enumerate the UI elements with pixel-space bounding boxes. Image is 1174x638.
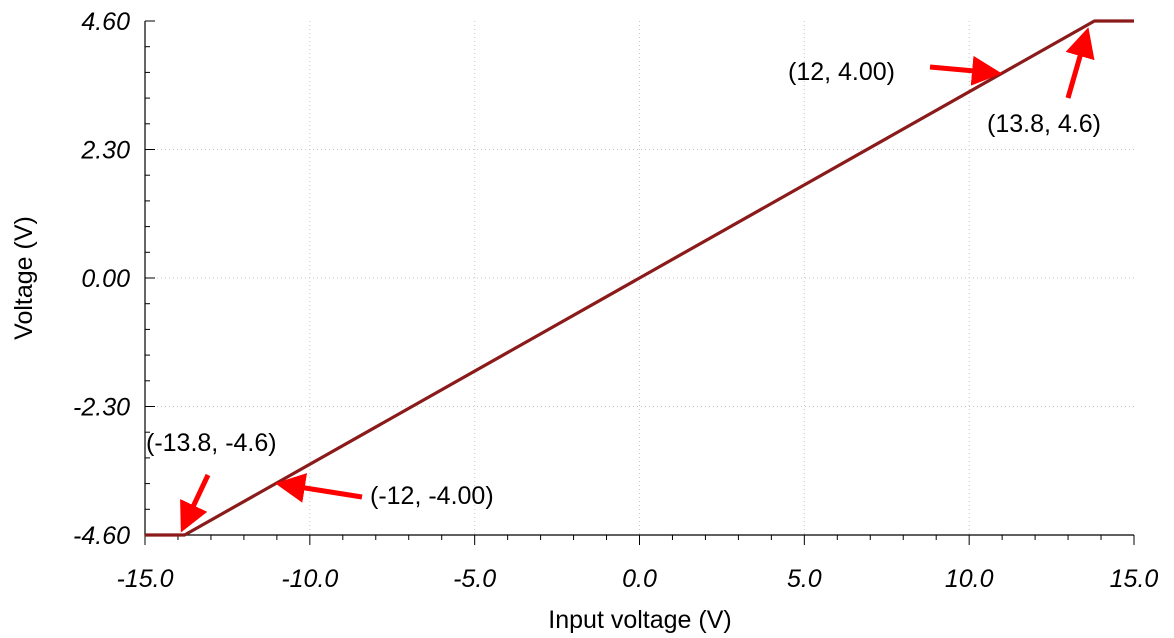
series-layer <box>145 19 1134 537</box>
annotation-label: (12, 4.00) <box>788 58 895 86</box>
annotation-label: (13.8, 4.6) <box>987 110 1101 138</box>
annotation-arrow <box>1065 27 1095 99</box>
y-tick-label: -4.60 <box>73 522 130 550</box>
axes: -15.0 -10.0 -5.0 0.0 5.0 10.0 15.0 -4.60 -2.30 0.… <box>73 8 1158 593</box>
series-line <box>145 19 1134 537</box>
x-tick-label: -5.0 <box>453 565 496 593</box>
annotation-arrow <box>180 473 211 533</box>
x-tick-label: 0.0 <box>622 565 657 593</box>
annotation-arrow <box>275 473 363 503</box>
x-axis-title: Input voltage (V) <box>548 606 731 634</box>
y-tick-label: -2.30 <box>73 394 130 422</box>
annotation-label: (-13.8, -4.6) <box>146 429 277 457</box>
x-tick-label: 5.0 <box>787 565 822 593</box>
x-tick-label: -10.0 <box>281 565 338 593</box>
x-tick-label: 15.0 <box>1110 565 1159 593</box>
y-axis-title: Voltage (V) <box>10 216 38 340</box>
annotation-arrow <box>929 55 1002 86</box>
y-tick-label: 0.00 <box>81 265 130 293</box>
y-tick-label: 4.60 <box>81 8 130 36</box>
annotation-label: (-12, -4.00) <box>370 482 494 510</box>
y-tick-label: 2.30 <box>80 137 130 165</box>
annotations: (12, 4.00) (13.8, 4.6) (-13.8, -4.6) (-12, … <box>146 27 1101 533</box>
grid <box>145 21 1134 535</box>
x-tick-label: 10.0 <box>945 565 994 593</box>
x-tick-label: -15.0 <box>117 565 174 593</box>
